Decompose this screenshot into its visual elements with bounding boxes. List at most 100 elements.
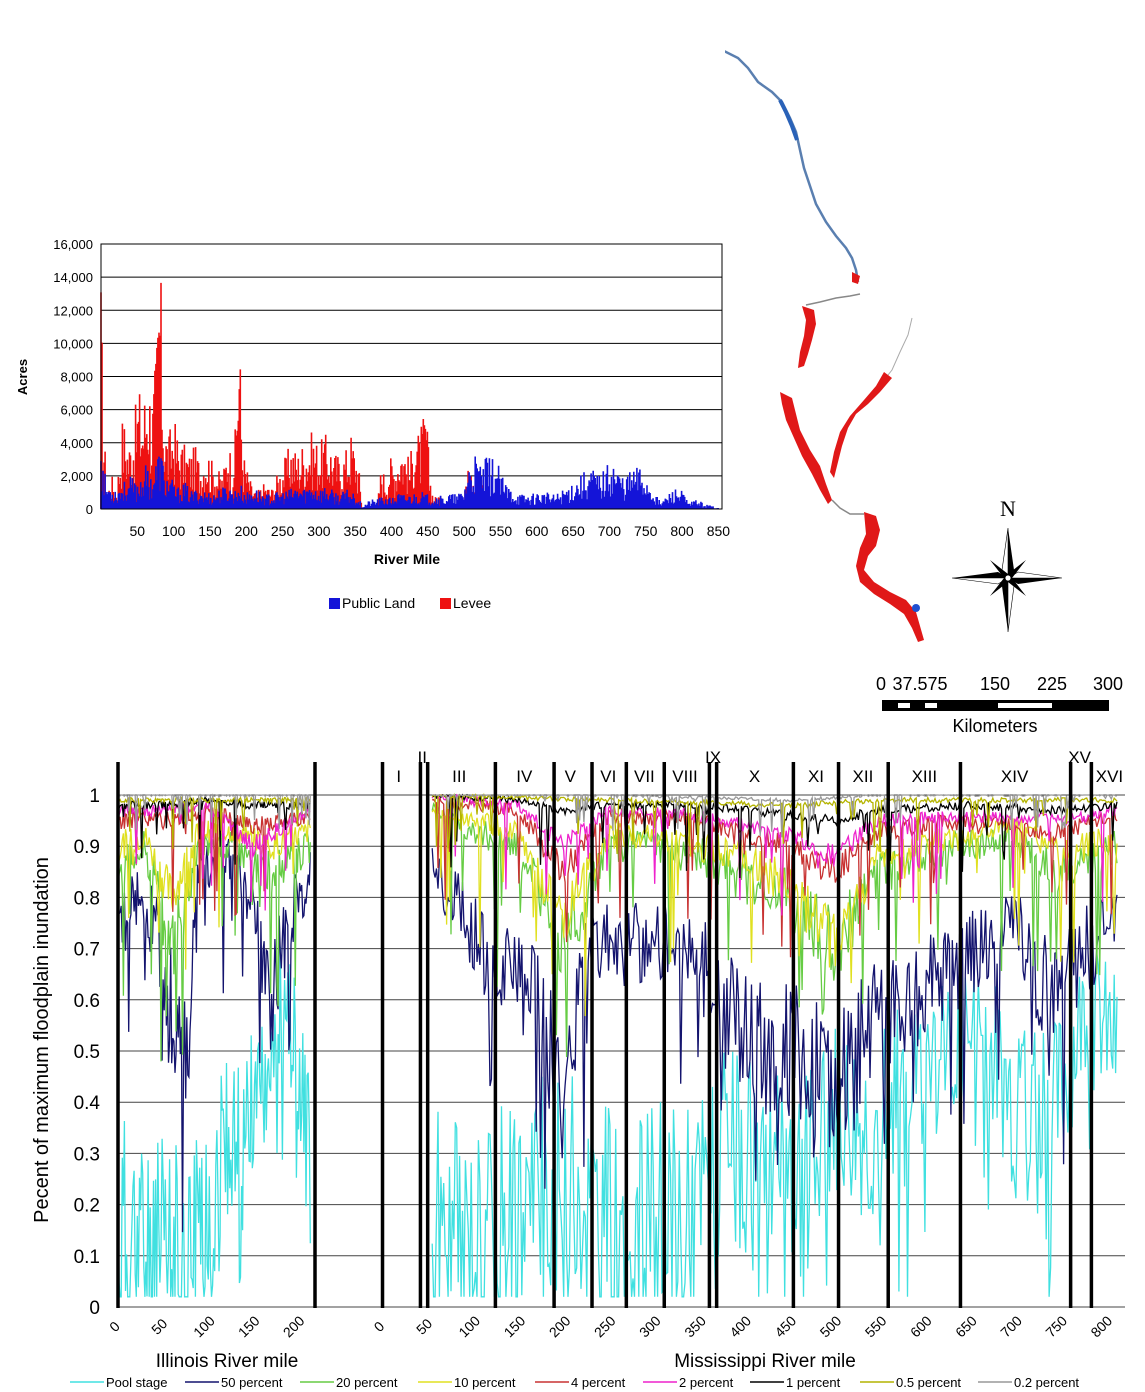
tributary-path <box>805 293 861 306</box>
acres-y-tick: 6,000 <box>60 403 93 418</box>
acres-x-tick: 300 <box>307 523 331 539</box>
compass-rose-icon <box>951 527 1063 633</box>
inundation-x-tick: 50 <box>148 1315 170 1337</box>
inundation-x-tick: 800 <box>1087 1312 1115 1340</box>
mississippi-series-line <box>432 793 1118 838</box>
pool-label: IX <box>705 748 721 767</box>
acres-axes <box>100 243 723 510</box>
acres-y-tick: 12,000 <box>53 303 93 318</box>
acres-x-tick: 450 <box>416 523 440 539</box>
pool-label: XV <box>1068 748 1091 767</box>
inundation-x-tick: 300 <box>636 1312 664 1340</box>
scale-tick-2: 150 <box>980 674 1010 694</box>
acres-plot-frame <box>100 243 723 510</box>
acres-x-tick: 650 <box>561 523 585 539</box>
mississippi-series-line <box>432 796 1118 958</box>
acres-bar-chart: 16,000 14,000 12,000 10,000 8,000 6,000 4,000 2… <box>15 237 731 611</box>
inundation-x-tick: 100 <box>455 1312 483 1340</box>
inundation-x-tick: 450 <box>771 1312 799 1340</box>
inundation-x-tick: 0 <box>106 1318 123 1335</box>
inundation-x-tick: 600 <box>907 1312 935 1340</box>
pool-label: XIV <box>1001 767 1029 786</box>
illinois-series-line <box>118 793 311 830</box>
inundation-x-tick: 550 <box>862 1312 890 1340</box>
acres-y-axis-label: Acres <box>15 359 30 395</box>
legend-series-label: 1 percent <box>786 1375 841 1390</box>
levee-series <box>100 282 681 509</box>
legend-public-land-swatch <box>329 598 340 609</box>
legend-series-label: 0.2 percent <box>1014 1375 1079 1390</box>
pool-boundaries <box>116 762 1094 1308</box>
acres-y-tick: 4,000 <box>60 436 93 451</box>
levee-section-5 <box>856 512 924 642</box>
inundation-legend: Pool stage 50 percent 20 percent 10 percent… <box>70 1375 1079 1390</box>
acres-x-tick: 750 <box>634 523 658 539</box>
acres-y-tick: 10,000 <box>53 336 93 351</box>
inundation-y-axis-label: Pecent of maximum floodplain inundation <box>31 857 53 1223</box>
legend-series-label: 50 percent <box>221 1375 283 1390</box>
acres-y-tick: 8,000 <box>60 370 93 385</box>
inundation-x-tick: 200 <box>546 1312 574 1340</box>
upper-river-path <box>725 50 860 283</box>
scale-tick-4: 300 <box>1093 674 1123 694</box>
illinois-series-line <box>117 946 311 1298</box>
levee-section-4 <box>830 372 892 478</box>
inundation-x-tick: 350 <box>681 1312 709 1340</box>
acres-x-tick: 850 <box>707 523 731 539</box>
inundation-x-tick: 150 <box>501 1312 529 1340</box>
legend-public-land-label: Public Land <box>342 595 415 611</box>
acres-x-tick: 150 <box>198 523 222 539</box>
mississippi-series-line <box>431 793 1118 879</box>
acres-x-tick: 350 <box>344 523 368 539</box>
mississippi-x-axis-label: Mississippi River mile <box>674 1351 856 1372</box>
river-map: N 0 37.575 150 225 300 Kilometers <box>725 50 1123 736</box>
inundation-x-tick: 50 <box>413 1315 435 1337</box>
inundation-x-tick: 500 <box>817 1312 845 1340</box>
scale-unit-label: Kilometers <box>952 716 1037 736</box>
inundation-y-tick: 0 <box>89 1298 100 1319</box>
pool-label: VIII <box>672 767 698 786</box>
levee-section-3 <box>780 392 832 504</box>
levee-section-1 <box>852 272 860 284</box>
acres-y-ticks: 16,000 14,000 12,000 10,000 8,000 6,000 4,000 2… <box>53 237 93 517</box>
inundation-y-tick: 1 <box>89 786 100 807</box>
inundation-x-tick: 150 <box>235 1312 263 1340</box>
legend-series-label: 2 percent <box>679 1375 734 1390</box>
inundation-x-ticks: 0 50 100 150 200 0 50 100 150 200 250 300 350 400 450 5… <box>106 1312 1115 1340</box>
illinois-x-axis-label: Illinois River mile <box>156 1351 299 1372</box>
acres-x-tick: 250 <box>271 523 295 539</box>
pool-label: III <box>452 767 466 786</box>
legend-series-label: 4 percent <box>571 1375 626 1390</box>
map-blue-point <box>912 604 920 612</box>
legend-levee-label: Levee <box>453 595 491 611</box>
pool-label: X <box>749 767 760 786</box>
inundation-y-tick: 0.9 <box>74 837 100 858</box>
acres-y-tick: 2,000 <box>60 469 93 484</box>
mississippi-series-line <box>431 945 1118 1298</box>
acres-y-tick: 16,000 <box>53 237 93 252</box>
acres-x-ticks: 50 100 150 200 250 300 350 400 450 500 550 600 650 70… <box>130 523 731 539</box>
pool-label: II <box>418 748 427 767</box>
scale-tick-3: 225 <box>1037 674 1067 694</box>
upper-river-detail <box>778 99 799 141</box>
pool-label: XII <box>853 767 874 786</box>
inundation-x-tick: 650 <box>952 1312 980 1340</box>
acres-y-tick: 0 <box>86 502 93 517</box>
scale-tick-1: 37.575 <box>892 674 947 694</box>
acres-x-tick: 800 <box>670 523 694 539</box>
middle-river-path <box>831 499 864 515</box>
inundation-x-tick: 700 <box>997 1312 1025 1340</box>
inundation-x-tick: 250 <box>591 1312 619 1340</box>
scale-tick-0: 0 <box>876 674 886 694</box>
inundation-x-tick: 200 <box>280 1312 308 1340</box>
pool-label: IV <box>516 767 533 786</box>
acres-x-tick: 200 <box>235 523 259 539</box>
acres-x-tick: 550 <box>489 523 513 539</box>
inundation-series <box>117 792 1118 1298</box>
inundation-y-tick: 0.8 <box>74 888 100 909</box>
inundation-y-tick: 0.3 <box>74 1144 100 1165</box>
pool-label: VI <box>600 767 616 786</box>
pool-label: XI <box>808 767 824 786</box>
